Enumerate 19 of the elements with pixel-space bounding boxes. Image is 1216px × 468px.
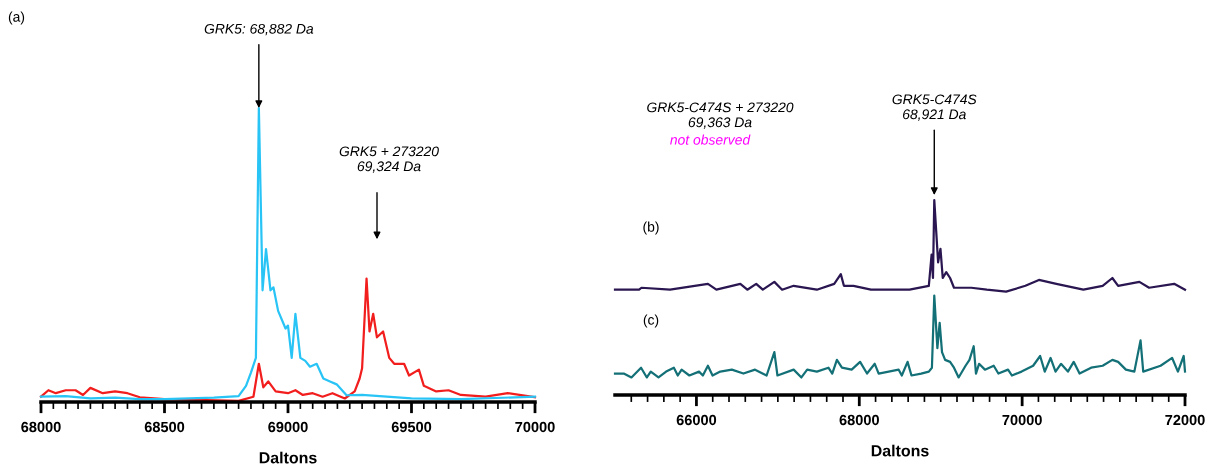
annotation: GRK5 + 273220 69,324 Da bbox=[339, 146, 439, 173]
annotation: (c) bbox=[643, 314, 659, 328]
annotation: GRK5: 68,882 Da bbox=[204, 23, 314, 36]
chart-title: (a) bbox=[8, 11, 25, 25]
x-tick-label: 69500 bbox=[391, 421, 432, 433]
x-tick-label: 68000 bbox=[839, 414, 879, 426]
text: not observed bbox=[670, 134, 751, 145]
annotation: GRK5-C474S 68,921 Da bbox=[892, 94, 977, 121]
x-tick-label: 68000 bbox=[21, 421, 61, 433]
text: GRK5-C474S + 273220 69,363 Da bbox=[647, 102, 794, 129]
x-tick-label: 66000 bbox=[676, 414, 717, 426]
x-axis-title: Daltons bbox=[871, 444, 929, 457]
x-tick-label: 70000 bbox=[515, 421, 555, 433]
x-tick-label: 68500 bbox=[144, 421, 185, 433]
x-tick-label: 72000 bbox=[1165, 414, 1205, 426]
x-axis-title: Daltons bbox=[259, 451, 317, 464]
annotation: (b) bbox=[643, 221, 659, 235]
x-tick-label: 70000 bbox=[1002, 414, 1042, 426]
x-tick-label: 69000 bbox=[268, 421, 308, 433]
